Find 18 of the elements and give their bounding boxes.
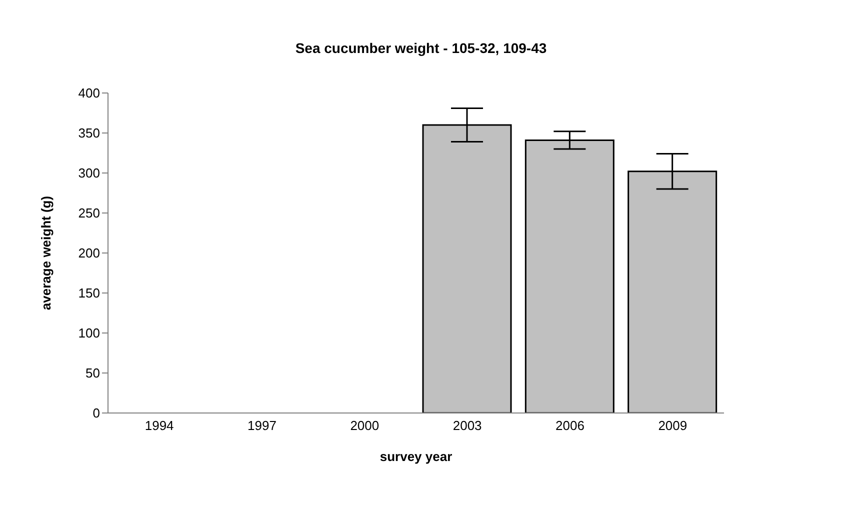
y-tick-label: 250 [78,206,100,221]
x-tick-label: 1997 [248,418,276,434]
y-axis-title: average weight (g) [38,196,54,310]
y-tick-label: 0 [92,406,100,421]
y-tick-label: 350 [78,126,100,141]
y-tick-label: 50 [86,366,100,381]
x-axis-title: survey year [380,449,452,464]
y-tick-label: 300 [78,166,100,181]
y-tick-label: 100 [78,326,100,341]
y-tick-label: 400 [78,86,100,101]
chart-title: Sea cucumber weight - 105-32, 109-43 [294,40,548,56]
x-tick-label: 2000 [350,418,380,434]
x-tick-label: 2003 [452,418,482,434]
y-tick-label: 200 [78,246,100,261]
x-tick-label: 2009 [658,418,688,434]
y-tick-label: 150 [78,286,100,301]
x-tick-label: 1994 [144,418,174,434]
x-tick-label: 2006 [556,418,584,434]
